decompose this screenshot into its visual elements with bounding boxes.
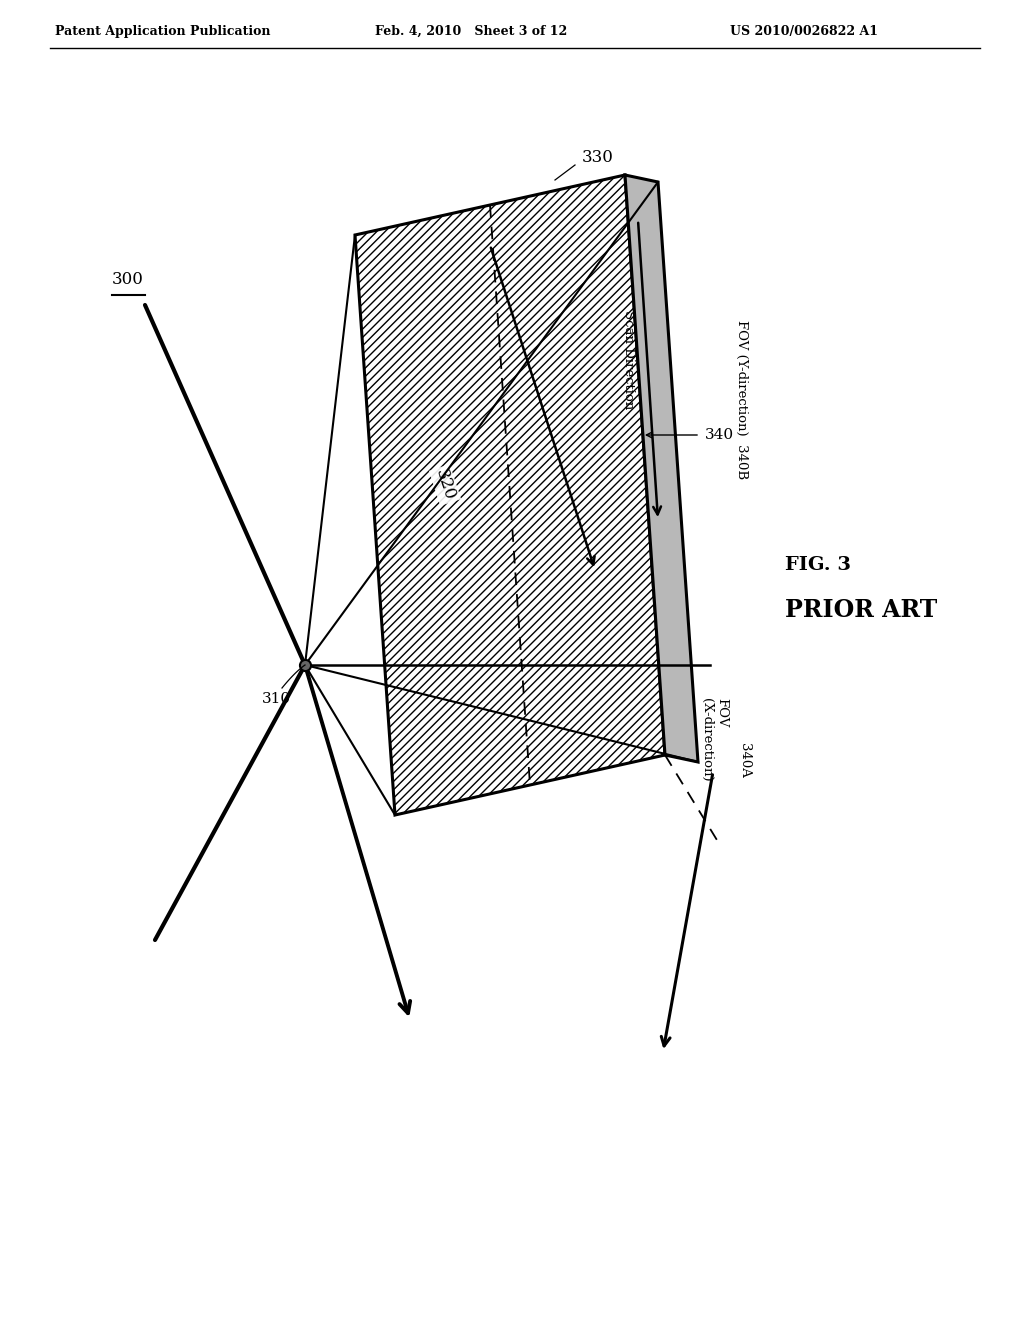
Text: 340: 340 <box>705 428 734 442</box>
Text: 330: 330 <box>582 149 613 166</box>
Text: Feb. 4, 2010   Sheet 3 of 12: Feb. 4, 2010 Sheet 3 of 12 <box>375 25 567 38</box>
Text: 300: 300 <box>112 271 144 288</box>
Text: 340A: 340A <box>738 743 751 777</box>
Text: US 2010/0026822 A1: US 2010/0026822 A1 <box>730 25 878 38</box>
Text: 310: 310 <box>262 692 291 706</box>
Text: FOV (Y-direction)  340B: FOV (Y-direction) 340B <box>735 321 748 479</box>
Text: 320: 320 <box>432 467 458 503</box>
Text: Scan Direction: Scan Direction <box>622 310 635 409</box>
Text: FOV
(X-direction): FOV (X-direction) <box>700 698 728 781</box>
Polygon shape <box>625 176 698 762</box>
Polygon shape <box>355 176 665 814</box>
Text: PRIOR ART: PRIOR ART <box>785 598 937 622</box>
Text: FIG. 3: FIG. 3 <box>785 556 851 574</box>
Text: Patent Application Publication: Patent Application Publication <box>55 25 270 38</box>
